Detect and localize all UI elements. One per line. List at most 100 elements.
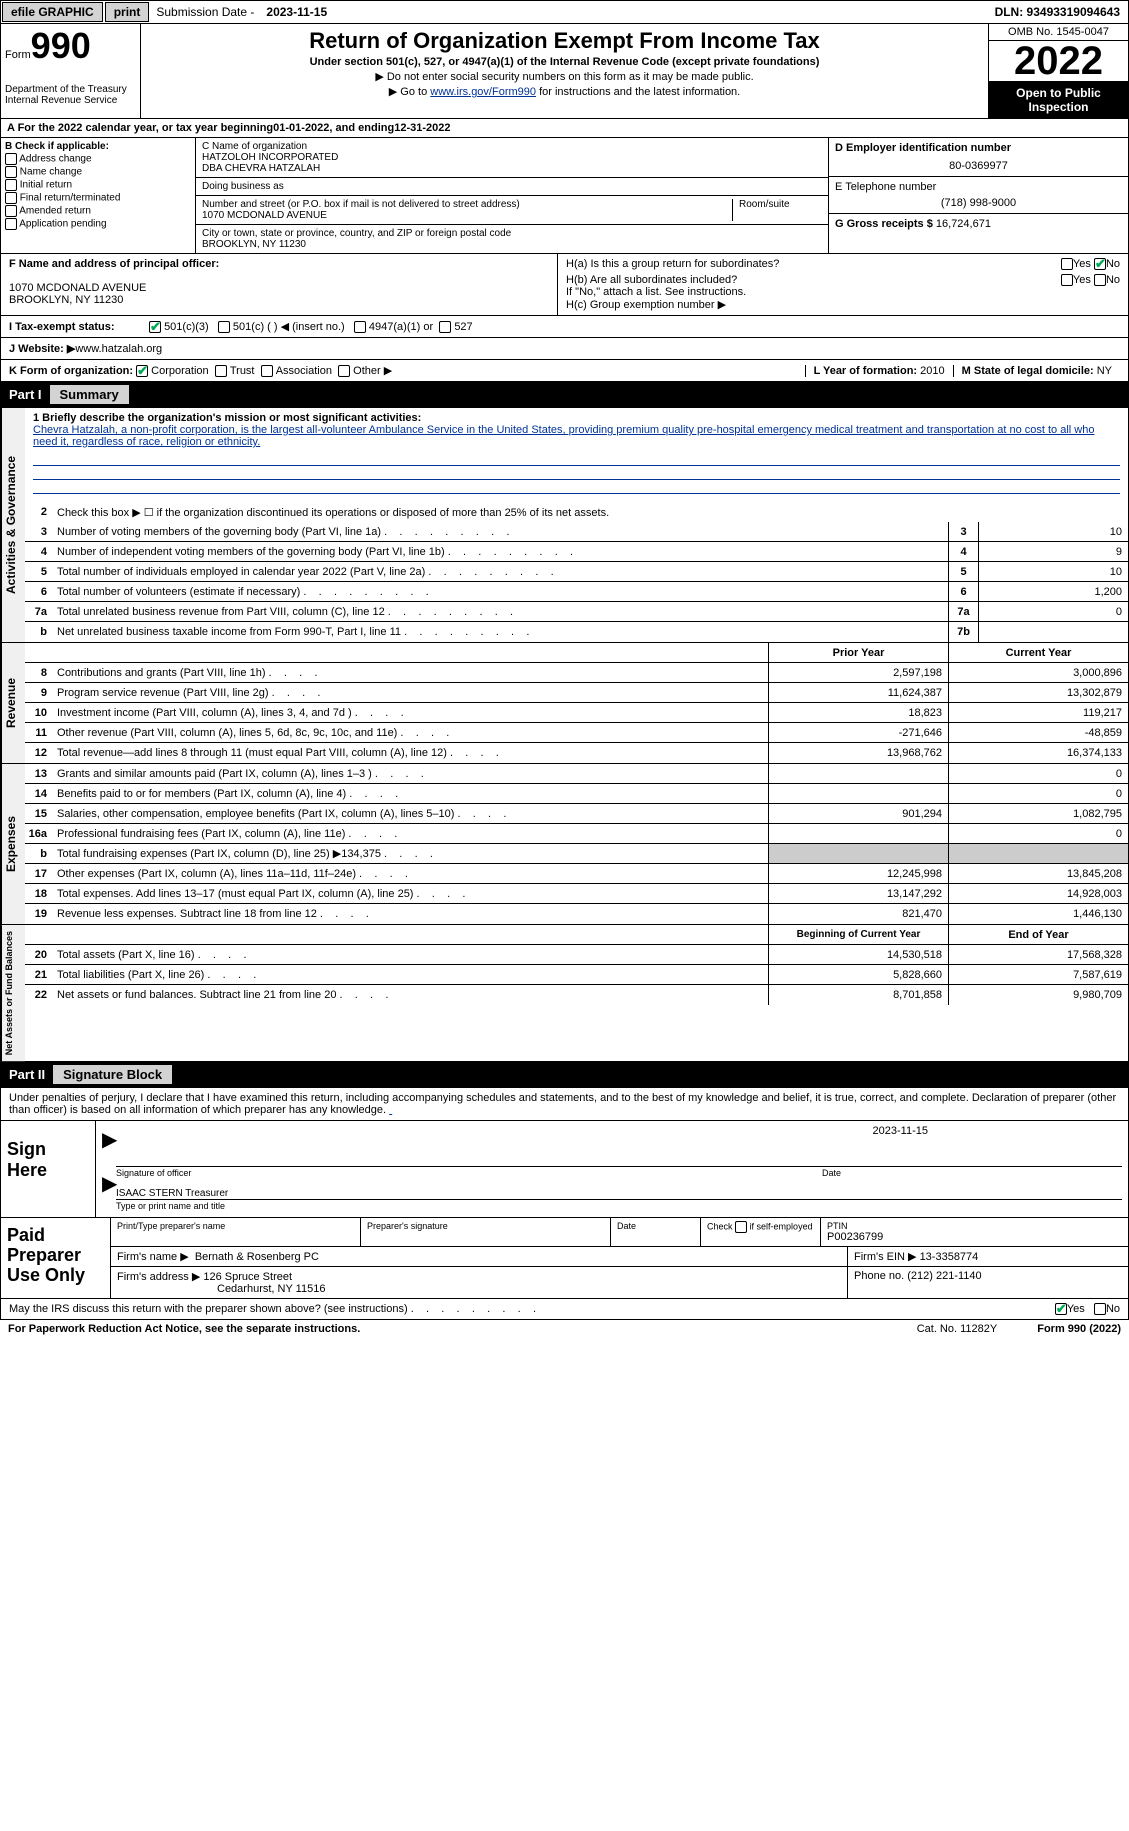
discuss-no[interactable] — [1094, 1303, 1106, 1315]
opt-address-change[interactable]: Address change — [5, 153, 191, 165]
opt-amended[interactable]: Amended return — [5, 205, 191, 217]
hb-yes[interactable] — [1061, 274, 1073, 286]
opt-initial-return[interactable]: Initial return — [5, 179, 191, 191]
tax-year: 2022 — [989, 41, 1128, 82]
org-corp[interactable] — [136, 365, 148, 377]
section-b-title: B Check if applicable: — [5, 141, 191, 152]
dba-label: Doing business as — [196, 178, 828, 196]
status-4947[interactable] — [354, 321, 366, 333]
form-title: Return of Organization Exempt From Incom… — [147, 28, 982, 54]
print-button[interactable]: print — [105, 2, 150, 22]
part-2-num: Part II — [9, 1067, 53, 1082]
org-info-row: B Check if applicable: Address change Na… — [0, 138, 1129, 254]
expenses-section: Expenses 13Grants and similar amounts pa… — [0, 764, 1129, 925]
addr-label: Number and street (or P.O. box if mail i… — [202, 199, 732, 210]
summary-line: 7aTotal unrelated business revenue from … — [25, 602, 1128, 622]
summary-line: 13Grants and similar amounts paid (Part … — [25, 764, 1128, 784]
opt-app-pending[interactable]: Application pending — [5, 218, 191, 230]
header-left: Form990 Department of the Treasury Inter… — [1, 24, 141, 118]
sig-date-label: Date — [822, 1168, 1122, 1178]
officer-label: F Name and address of principal officer: — [9, 258, 549, 270]
dln: DLN: 93493319094643 — [987, 3, 1128, 21]
paperwork-notice: For Paperwork Reduction Act Notice, see … — [8, 1323, 360, 1335]
efile-button[interactable]: efile GRAPHIC — [2, 2, 103, 22]
sig-arrow-icon: ▶ — [102, 1129, 117, 1151]
topbar: efile GRAPHIC print Submission Date - 20… — [0, 0, 1129, 24]
ptin-label: PTIN — [827, 1221, 1122, 1231]
firm-phone: (212) 221-1140 — [907, 1270, 981, 1282]
summary-line: 14Benefits paid to or for members (Part … — [25, 784, 1128, 804]
summary-line: 4Number of independent voting members of… — [25, 542, 1128, 562]
hint-suffix: for instructions and the latest informat… — [536, 86, 740, 98]
vert-revenue: Revenue — [1, 643, 25, 763]
l-label: L Year of formation: — [814, 365, 921, 377]
hb-no[interactable] — [1094, 274, 1106, 286]
ha-no[interactable] — [1094, 258, 1106, 270]
website-label: J Website: ▶ — [9, 342, 75, 355]
discuss-row: May the IRS discuss this return with the… — [0, 1299, 1129, 1320]
firm-addr-label: Firm's address ▶ — [117, 1271, 200, 1283]
l-value: 2010 — [920, 365, 944, 377]
period-end: 12-31-2022 — [394, 122, 450, 134]
firm-ein-label: Firm's EIN ▶ — [854, 1251, 917, 1263]
mission-text: Chevra Hatzalah, a non-profit corporatio… — [33, 424, 1120, 448]
part-2-title: Signature Block — [53, 1065, 172, 1084]
header-right: OMB No. 1545-0047 2022 Open to Public In… — [988, 24, 1128, 118]
paperwork-row: For Paperwork Reduction Act Notice, see … — [0, 1320, 1129, 1338]
ecy-header: End of Year — [948, 925, 1128, 944]
sig-intro: Under penalties of perjury, I declare th… — [0, 1088, 1129, 1121]
status-501c3[interactable] — [149, 321, 161, 333]
officer-addr1: 1070 MCDONALD AVENUE — [9, 282, 549, 294]
preparer-title: Paid Preparer Use Only — [1, 1218, 111, 1298]
part-1-title: Summary — [50, 385, 129, 404]
firm-addr2: Cedarhurst, NY 11516 — [217, 1283, 325, 1295]
sig-arrow-icon: ▶ — [102, 1171, 117, 1196]
opt-name-change[interactable]: Name change — [5, 166, 191, 178]
org-other[interactable] — [338, 365, 350, 377]
name-label: C Name of organization — [202, 141, 822, 152]
activities-section: Activities & Governance 1 Briefly descri… — [0, 408, 1129, 643]
submission-date: 2023-11-15 — [260, 3, 333, 21]
org-trust[interactable] — [215, 365, 227, 377]
opt-final-return[interactable]: Final return/terminated — [5, 192, 191, 204]
summary-line: 3Number of voting members of the governi… — [25, 522, 1128, 542]
irs-link[interactable]: www.irs.gov/Form990 — [430, 86, 536, 98]
hc-label: H(c) Group exemption number ▶ — [566, 298, 1120, 311]
org-name-2: DBA CHEVRA HATZALAH — [202, 163, 822, 174]
revenue-section: Revenue Prior Year Current Year 8Contrib… — [0, 643, 1129, 764]
vert-netassets: Net Assets or Fund Balances — [1, 925, 25, 1061]
discuss-q: May the IRS discuss this return with the… — [9, 1303, 536, 1315]
prep-h1: Print/Type preparer's name — [117, 1221, 354, 1231]
gross-label: G Gross receipts $ — [835, 218, 936, 230]
sign-block: Sign Here 2023-11-15 ▶ Signature of offi… — [0, 1121, 1129, 1218]
preparer-block: Paid Preparer Use Only Print/Type prepar… — [0, 1218, 1129, 1299]
mission-q: 1 Briefly describe the organization's mi… — [33, 412, 1120, 424]
vert-expenses: Expenses — [1, 764, 25, 924]
summary-line: 10Investment income (Part VIII, column (… — [25, 703, 1128, 723]
ha-label: H(a) Is this a group return for subordin… — [566, 258, 1061, 270]
hint-ssn: ▶ Do not enter social security numbers o… — [147, 70, 982, 83]
ha-yes[interactable] — [1061, 258, 1073, 270]
section-h: H(a) Is this a group return for subordin… — [558, 254, 1128, 315]
submission-label: Submission Date - — [150, 3, 260, 21]
part-2-header: Part II Signature Block — [0, 1062, 1129, 1088]
header-center: Return of Organization Exempt From Incom… — [141, 24, 988, 118]
open-inspection: Open to Public Inspection — [989, 82, 1128, 118]
firm-name: Bernath & Rosenberg PC — [195, 1251, 319, 1263]
prep-check-label: Check — [707, 1222, 733, 1232]
ptin-value: P00236799 — [827, 1231, 883, 1243]
summary-line: 17Other expenses (Part IX, column (A), l… — [25, 864, 1128, 884]
firm-ein: 13-3358774 — [920, 1251, 979, 1263]
summary-line: bNet unrelated business taxable income f… — [25, 622, 1128, 642]
phone-value: (718) 998-9000 — [835, 197, 1122, 209]
summary-line: 9Program service revenue (Part VIII, lin… — [25, 683, 1128, 703]
discuss-yes[interactable] — [1055, 1303, 1067, 1315]
right-info: D Employer identification number 80-0369… — [828, 138, 1128, 253]
vert-activities: Activities & Governance — [1, 408, 25, 642]
status-501c[interactable] — [218, 321, 230, 333]
firm-phone-label: Phone no. — [854, 1270, 907, 1282]
prior-year-header: Prior Year — [768, 643, 948, 662]
status-527[interactable] — [439, 321, 451, 333]
org-assoc[interactable] — [261, 365, 273, 377]
self-employed-check[interactable] — [735, 1221, 747, 1233]
